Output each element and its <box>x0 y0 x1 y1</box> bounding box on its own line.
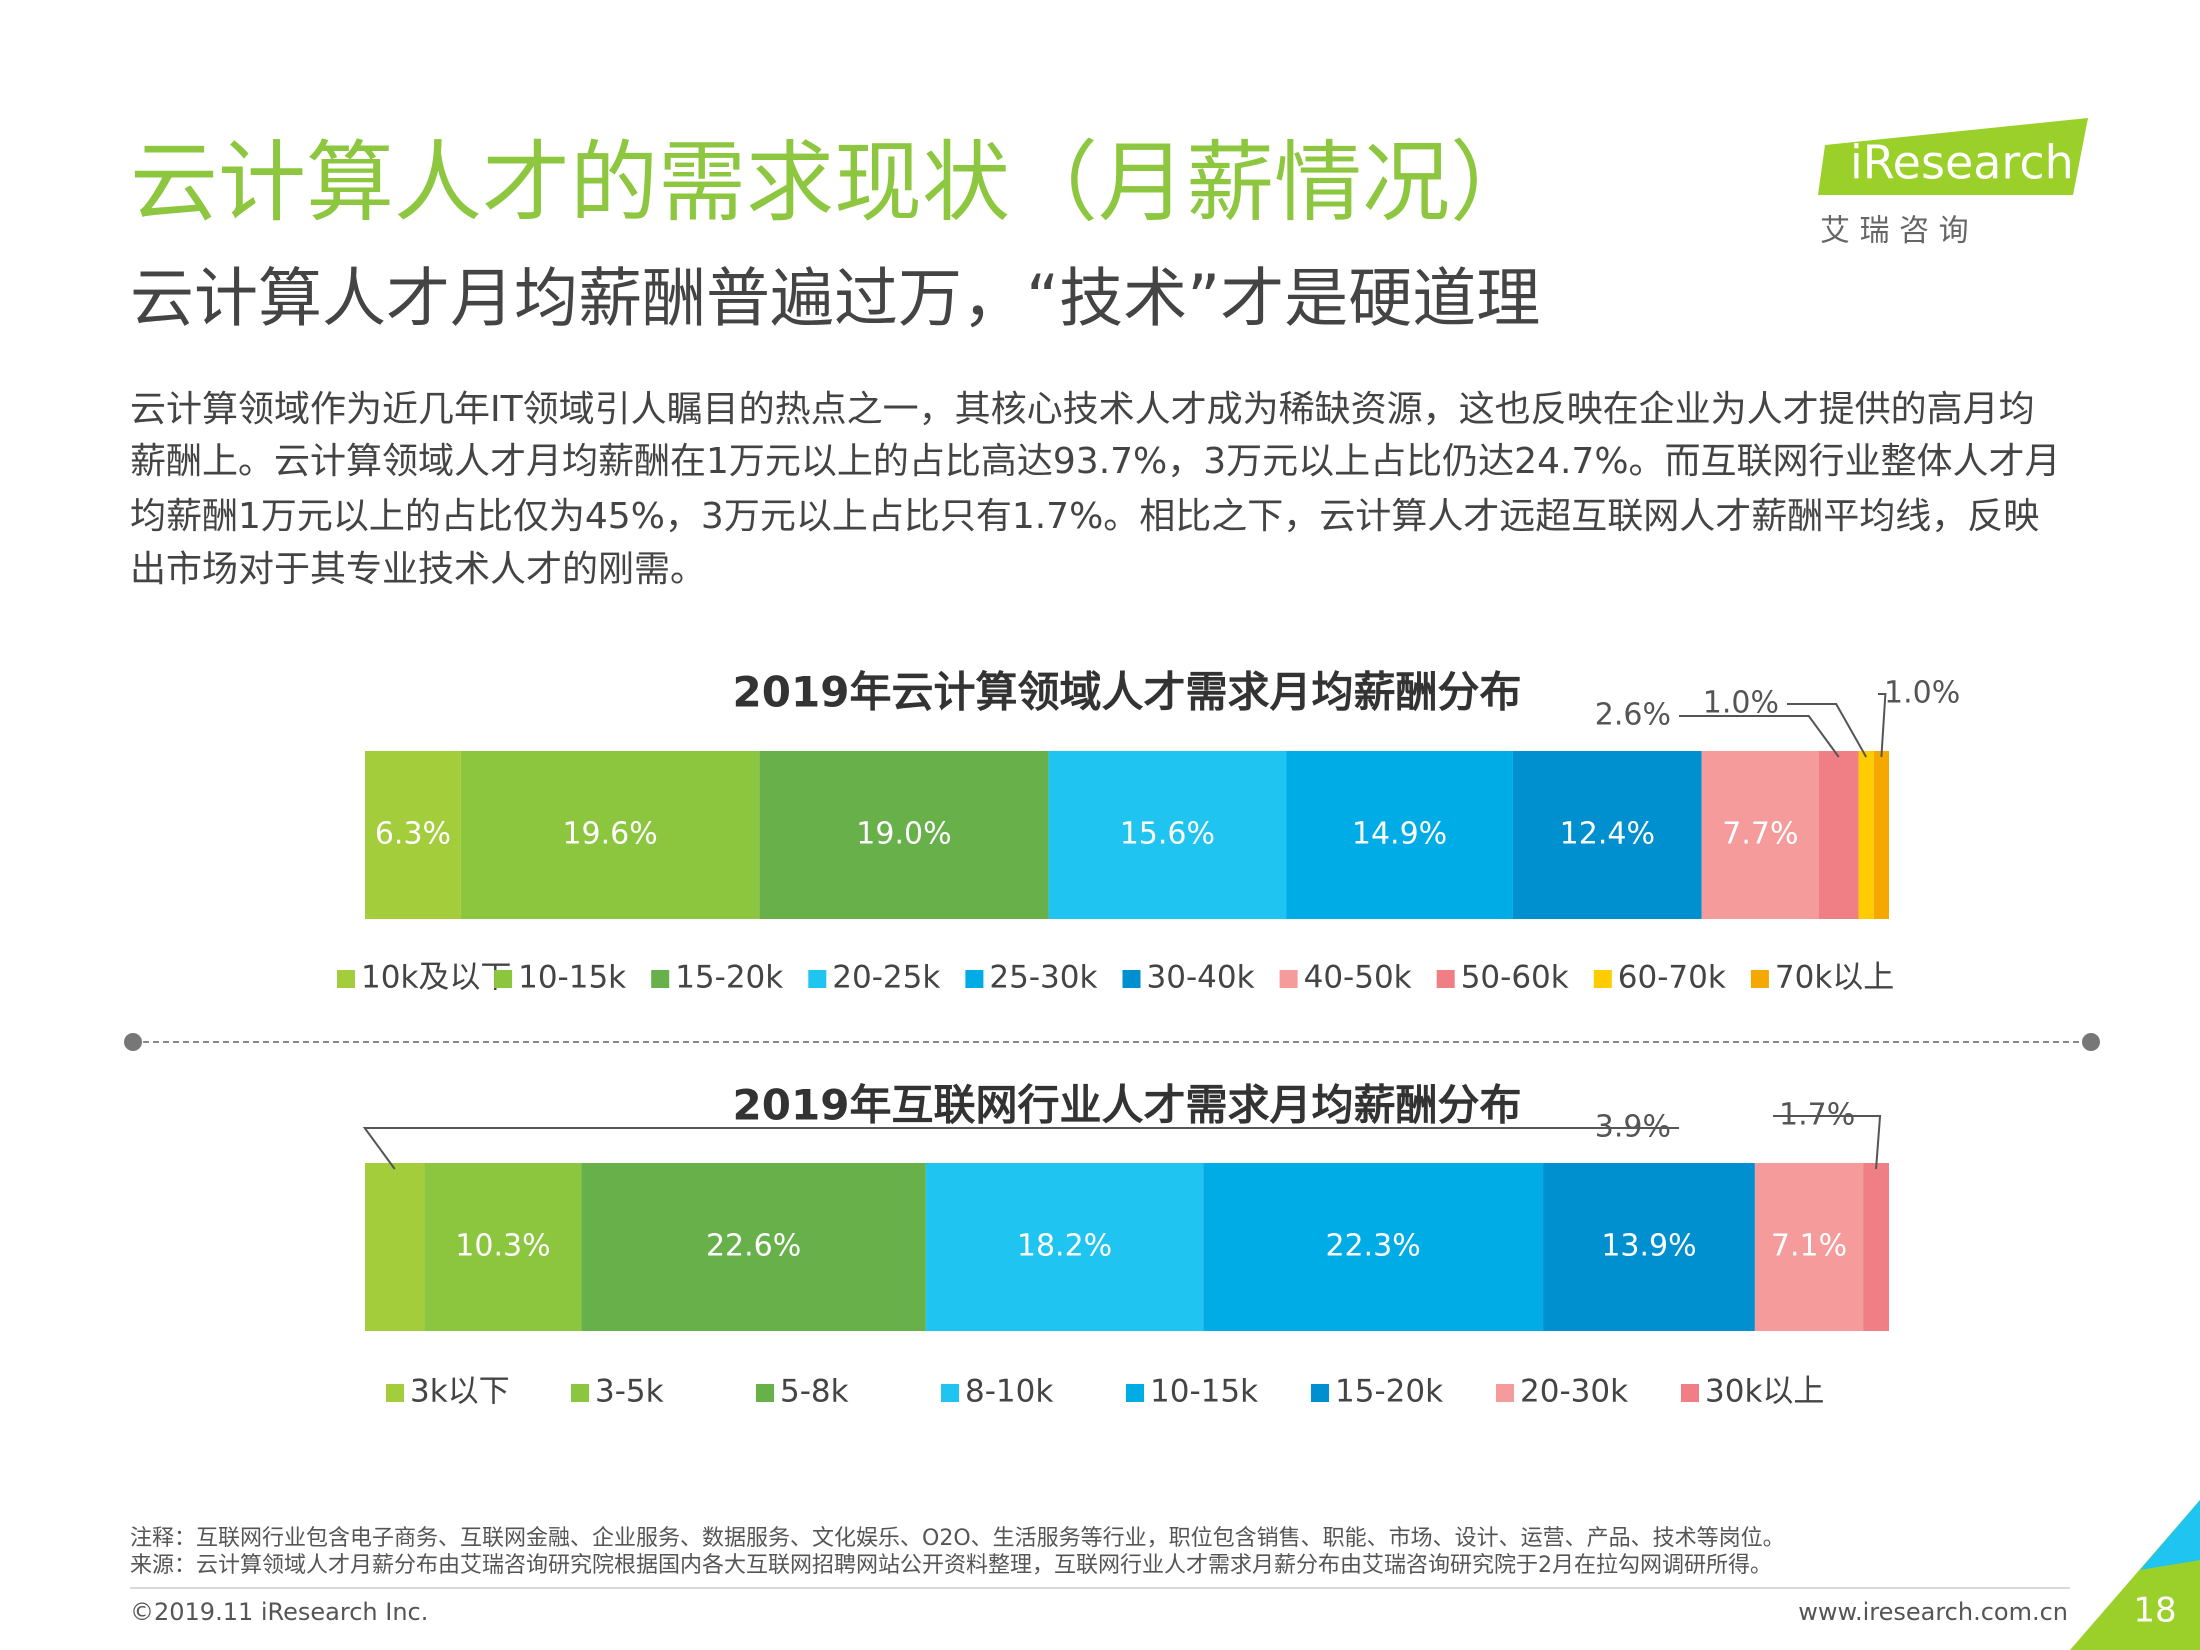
bar-segment <box>1873 751 1889 919</box>
value-label: 19.6% <box>562 817 657 852</box>
legend-swatch <box>756 1384 774 1402</box>
logo-brand: iResearch <box>1850 136 2074 190</box>
legend-label: 10-15k <box>1150 1374 1258 1410</box>
value-label: 7.7% <box>1722 817 1798 852</box>
leader-line <box>362 1127 1679 1170</box>
corner <box>2070 1500 2200 1650</box>
legend-label: 30-40k <box>1147 960 1255 996</box>
bar-segment <box>365 1163 425 1331</box>
url: www.iresearch.com.cn <box>1798 1598 2068 1626</box>
value-label: 3.9% <box>1595 1110 1671 1145</box>
value-label: 6.3% <box>375 817 451 852</box>
legend-label: 8-10k <box>965 1374 1053 1410</box>
legend-swatch <box>808 970 827 988</box>
value-label: 22.6% <box>706 1229 801 1264</box>
bar-segment <box>365 751 461 919</box>
bar-segment <box>1858 751 1874 919</box>
logo-cn: 艾 瑞 咨 询 <box>1820 214 1969 249</box>
legend-label: 20-30k <box>1520 1374 1628 1410</box>
legend-label: 25-30k <box>989 960 1097 996</box>
legend-swatch <box>1122 970 1141 988</box>
legend-swatch <box>965 970 984 988</box>
legend-swatch <box>571 1384 589 1402</box>
corner <box>2140 1500 2200 1570</box>
legend-label: 15-20k <box>1335 1374 1443 1410</box>
legend-label: 50-60k <box>1461 960 1569 996</box>
leader-line <box>1878 693 1887 758</box>
bar-segment <box>1818 751 1859 919</box>
legend-label: 3-5k <box>595 1374 664 1410</box>
leader-line <box>1787 703 1868 758</box>
chart-title: 2019年互联网行业人才需求月均薪酬分布 <box>733 1081 1522 1130</box>
leader-line <box>1773 1115 1882 1170</box>
bar-segment <box>1543 1163 1755 1331</box>
value-label: 1.0% <box>1884 676 1960 711</box>
body-line: 云计算领域作为近几年IT领域引人瞩目的热点之一，其核心技术人才成为稀缺资源，这也… <box>130 389 2035 430</box>
value-label: 22.3% <box>1325 1229 1420 1264</box>
bar-segment <box>759 751 1049 919</box>
legend-swatch <box>494 970 513 988</box>
legend-swatch <box>1593 970 1612 988</box>
legend-label: 60-70k <box>1618 960 1726 996</box>
note: 注释：互联网行业包含电子商务、互联网金融、企业服务、数据服务、文化娱乐、O2O、… <box>130 1526 1785 1551</box>
legend-swatch <box>1496 1384 1514 1402</box>
legend-swatch <box>386 1384 404 1402</box>
copyright: ©2019.11 iResearch Inc. <box>130 1598 428 1626</box>
value-label: 19.0% <box>856 817 951 852</box>
value-label: 1.7% <box>1779 1098 1855 1133</box>
legend-label: 5-8k <box>780 1374 849 1410</box>
bar-segment <box>1048 751 1287 919</box>
bar-segment <box>1863 1163 1889 1331</box>
body-line: 均薪酬1万元以上的占比仅为45%，3万元以上占比只有1.7%。相比之下，云计算人… <box>130 496 2039 537</box>
bar-segment <box>1701 751 1819 919</box>
value-label: 12.4% <box>1560 817 1655 852</box>
page-number: 18 <box>2133 1591 2176 1631</box>
legend-swatch <box>651 970 670 988</box>
body-line: 薪酬上。云计算领域人才月均薪酬在1万元以上的占比高达93.7%，3万元以上占比仍… <box>130 441 2061 482</box>
page-subtitle: 云计算人才月均薪酬普遍过万，“技术”才是硬道理 <box>130 263 1540 337</box>
value-label: 10.3% <box>455 1229 550 1264</box>
legend-label: 70k以上 <box>1775 960 1894 996</box>
bar-segment <box>925 1163 1204 1331</box>
value-label: 13.9% <box>1601 1229 1696 1264</box>
logo-box <box>1818 118 2088 195</box>
legend-label: 10k及以下 <box>361 960 511 996</box>
value-label: 14.9% <box>1352 817 1447 852</box>
bar-segment <box>581 1163 926 1331</box>
body-line: 出市场对于其专业技术人才的刚需。 <box>130 549 706 590</box>
value-label: 1.0% <box>1703 686 1779 721</box>
legend-swatch <box>1750 970 1769 988</box>
bar-segment <box>1286 751 1513 919</box>
value-label: 18.2% <box>1017 1229 1112 1264</box>
value-label: 7.1% <box>1771 1229 1847 1264</box>
legend-swatch <box>1279 970 1298 988</box>
value-label: 2.6% <box>1595 698 1671 733</box>
value-label: 15.6% <box>1120 817 1215 852</box>
legend-swatch <box>1311 1384 1329 1402</box>
note: 来源：云计算领域人才月薪分布由艾瑞咨询研究院根据国内各大互联网招聘网站公开资料整… <box>130 1553 1772 1578</box>
legend-swatch <box>1436 970 1455 988</box>
legend-label: 15-20k <box>675 960 783 996</box>
legend-swatch <box>1681 1384 1699 1402</box>
legend-label: 20-25k <box>832 960 940 996</box>
page-title: 云计算人才的需求现状（月薪情况） <box>130 131 1538 234</box>
bar-segment <box>1512 751 1702 919</box>
legend-label: 10-15k <box>518 960 626 996</box>
legend-swatch <box>941 1384 959 1402</box>
legend-swatch <box>1126 1384 1144 1402</box>
bar-segment <box>460 751 760 919</box>
chart-title: 2019年云计算领域人才需求月均薪酬分布 <box>733 668 1522 717</box>
divider-dot <box>124 1033 142 1051</box>
bar-segment <box>1754 1163 1864 1331</box>
legend-label: 3k以下 <box>410 1374 510 1410</box>
divider-dot <box>2082 1033 2100 1051</box>
legend-swatch <box>337 970 355 988</box>
bar-segment <box>424 1163 582 1331</box>
bar-segment <box>1203 1163 1544 1331</box>
legend-label: 40-50k <box>1304 960 1412 996</box>
legend-label: 30k以上 <box>1705 1374 1824 1410</box>
leader-line <box>1679 715 1840 758</box>
